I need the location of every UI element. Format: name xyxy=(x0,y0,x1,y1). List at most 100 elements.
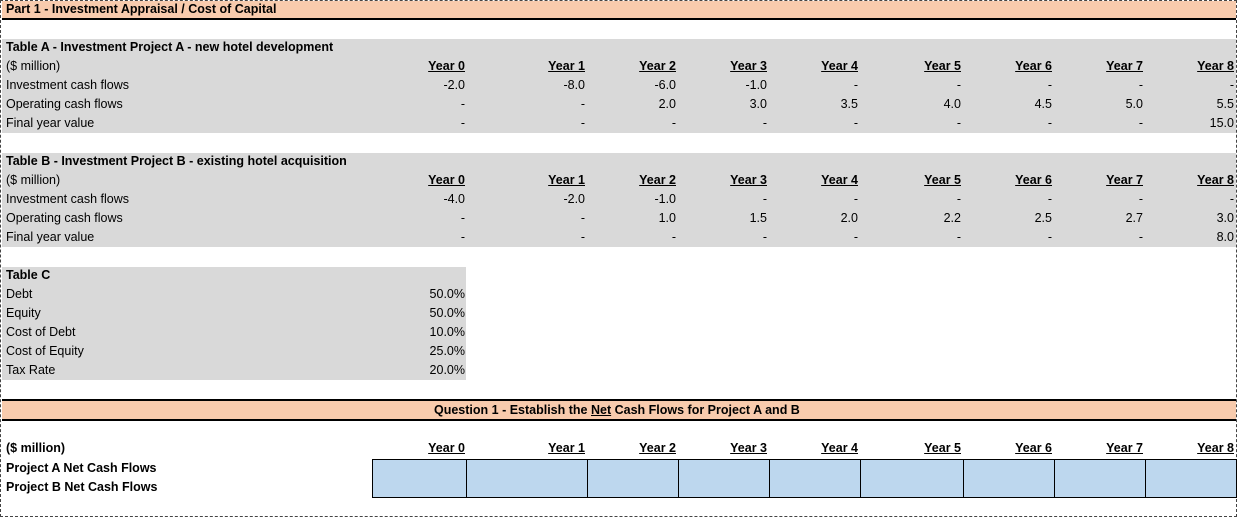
question1-year-header[interactable]: Year 6 xyxy=(1015,441,1052,455)
table-c-row-label[interactable]: Debt xyxy=(6,287,33,301)
table-a-value-cell[interactable]: 3.0 xyxy=(749,97,767,111)
table-b-row-label[interactable]: Operating cash flows xyxy=(6,211,123,225)
table-b-value-cell[interactable]: - xyxy=(1047,230,1052,244)
table-b-value-cell[interactable]: - xyxy=(580,230,585,244)
question1-row-label[interactable]: Project B Net Cash Flows xyxy=(6,480,158,494)
question1-year-header[interactable]: Year 7 xyxy=(1106,441,1143,455)
table-b-value-cell[interactable]: 3.0 xyxy=(1216,211,1234,225)
table-a-value-cell[interactable]: - xyxy=(1047,116,1052,130)
table-b-value-cell[interactable]: - xyxy=(762,230,767,244)
question1-year-header[interactable]: Year 4 xyxy=(821,441,858,455)
table-a-year-header[interactable]: Year 4 xyxy=(821,59,858,73)
table-b-value-cell[interactable]: - xyxy=(671,230,676,244)
table-b-year-header[interactable]: Year 0 xyxy=(428,173,465,187)
table-b-value-cell[interactable]: - xyxy=(460,230,465,244)
table-c-value-cell[interactable]: 10.0% xyxy=(429,325,465,339)
table-a-value-cell[interactable]: - xyxy=(580,97,585,111)
table-b-value-cell[interactable]: 1.0 xyxy=(658,211,676,225)
table-b-value-cell[interactable]: - xyxy=(1138,192,1143,206)
table-a-year-header[interactable]: Year 0 xyxy=(428,59,465,73)
table-b-year-header[interactable]: Year 7 xyxy=(1106,173,1143,187)
table-b-year-header[interactable]: Year 8 xyxy=(1197,173,1234,187)
table-b-value-cell[interactable]: 1.5 xyxy=(749,211,767,225)
table-b-title[interactable]: Table B - Investment Project B - existin… xyxy=(6,154,347,168)
table-a-value-cell[interactable]: - xyxy=(460,116,465,130)
table-a-value-cell[interactable]: - xyxy=(580,116,585,130)
table-b-row-label[interactable]: Final year value xyxy=(6,230,95,244)
table-a-value-cell[interactable]: -8.0 xyxy=(563,78,585,92)
question1-year-header[interactable]: Year 3 xyxy=(730,441,767,455)
table-b-year-header[interactable]: Year 5 xyxy=(924,173,961,187)
table-a-value-cell[interactable]: 15.0 xyxy=(1209,116,1234,130)
table-a-row-label[interactable]: Final year value xyxy=(6,116,95,130)
question1-year-header[interactable]: Year 2 xyxy=(639,441,676,455)
net-cash-flow-input-cell[interactable] xyxy=(1054,459,1146,498)
table-b-year-header[interactable]: Year 6 xyxy=(1015,173,1052,187)
table-b-year-header[interactable]: Year 3 xyxy=(730,173,767,187)
table-a-value-cell[interactable]: - xyxy=(460,97,465,111)
table-a-value-cell[interactable]: - xyxy=(1138,78,1143,92)
table-b-row-label[interactable]: Investment cash flows xyxy=(6,192,129,206)
table-b-value-cell[interactable]: - xyxy=(1138,230,1143,244)
table-b-value-cell[interactable]: - xyxy=(853,192,858,206)
table-b-value-cell[interactable]: -2.0 xyxy=(563,192,585,206)
table-b-value-cell[interactable]: - xyxy=(1047,192,1052,206)
table-a-value-cell[interactable]: - xyxy=(1138,116,1143,130)
table-c-row-label[interactable]: Tax Rate xyxy=(6,363,56,377)
table-a-value-cell[interactable]: - xyxy=(956,78,961,92)
table-a-value-cell[interactable]: -1.0 xyxy=(745,78,767,92)
table-b-year-header[interactable]: Year 1 xyxy=(548,173,585,187)
net-cash-flow-input-cell[interactable] xyxy=(963,459,1055,498)
net-cash-flow-input-cell[interactable] xyxy=(466,459,588,498)
part1-title[interactable]: Part 1 - Investment Appraisal / Cost of … xyxy=(6,2,277,16)
table-c-value-cell[interactable]: 20.0% xyxy=(429,363,465,377)
question1-year-header[interactable]: Year 5 xyxy=(924,441,961,455)
net-cash-flow-input-cell[interactable] xyxy=(372,459,467,498)
net-cash-flow-input-cell[interactable] xyxy=(1145,459,1237,498)
table-b-value-cell[interactable]: - xyxy=(762,192,767,206)
question1-row-label[interactable]: Project A Net Cash Flows xyxy=(6,461,157,475)
table-b-year-header[interactable]: Year 2 xyxy=(639,173,676,187)
net-cash-flow-input-cell[interactable] xyxy=(860,459,964,498)
table-a-year-header[interactable]: Year 3 xyxy=(730,59,767,73)
table-a-value-cell[interactable]: - xyxy=(1229,78,1234,92)
table-a-year-header[interactable]: Year 1 xyxy=(548,59,585,73)
table-b-value-cell[interactable]: 2.0 xyxy=(840,211,858,225)
table-a-value-cell[interactable]: 2.0 xyxy=(658,97,676,111)
table-b-value-cell[interactable]: 2.7 xyxy=(1125,211,1143,225)
table-c-row-label[interactable]: Equity xyxy=(6,306,41,320)
table-a-value-cell[interactable]: -6.0 xyxy=(654,78,676,92)
table-b-unit-label[interactable]: ($ million) xyxy=(6,173,61,187)
net-cash-flow-input-cell[interactable] xyxy=(587,459,679,498)
question1-year-header[interactable]: Year 1 xyxy=(548,441,585,455)
table-b-value-cell[interactable]: - xyxy=(853,230,858,244)
table-c-value-cell[interactable]: 50.0% xyxy=(429,287,465,301)
table-a-value-cell[interactable]: - xyxy=(1047,78,1052,92)
table-b-value-cell[interactable]: - xyxy=(956,192,961,206)
table-a-value-cell[interactable]: - xyxy=(671,116,676,130)
table-b-value-cell[interactable]: 2.2 xyxy=(943,211,961,225)
table-a-value-cell[interactable]: - xyxy=(956,116,961,130)
table-b-value-cell[interactable]: -4.0 xyxy=(443,192,465,206)
table-a-value-cell[interactable]: -2.0 xyxy=(443,78,465,92)
table-a-value-cell[interactable]: 5.0 xyxy=(1125,97,1143,111)
table-c-row-label[interactable]: Cost of Debt xyxy=(6,325,76,339)
table-c-value-cell[interactable]: 50.0% xyxy=(429,306,465,320)
table-a-row-label[interactable]: Operating cash flows xyxy=(6,97,123,111)
table-b-value-cell[interactable]: -1.0 xyxy=(654,192,676,206)
table-a-title[interactable]: Table A - Investment Project A - new hot… xyxy=(6,40,334,54)
table-a-value-cell[interactable]: - xyxy=(853,78,858,92)
net-cash-flow-input-cell[interactable] xyxy=(678,459,770,498)
question1-year-header[interactable]: Year 8 xyxy=(1197,441,1234,455)
table-a-value-cell[interactable]: 4.5 xyxy=(1034,97,1052,111)
table-c-value-cell[interactable]: 25.0% xyxy=(429,344,465,358)
table-a-value-cell[interactable]: 5.5 xyxy=(1216,97,1234,111)
question1-year-header[interactable]: Year 0 xyxy=(428,441,465,455)
table-a-year-header[interactable]: Year 7 xyxy=(1106,59,1143,73)
table-a-year-header[interactable]: Year 8 xyxy=(1197,59,1234,73)
table-a-value-cell[interactable]: 4.0 xyxy=(943,97,961,111)
table-a-value-cell[interactable]: - xyxy=(853,116,858,130)
table-b-value-cell[interactable]: - xyxy=(956,230,961,244)
table-c-row-label[interactable]: Cost of Equity xyxy=(6,344,84,358)
table-a-value-cell[interactable]: - xyxy=(762,116,767,130)
